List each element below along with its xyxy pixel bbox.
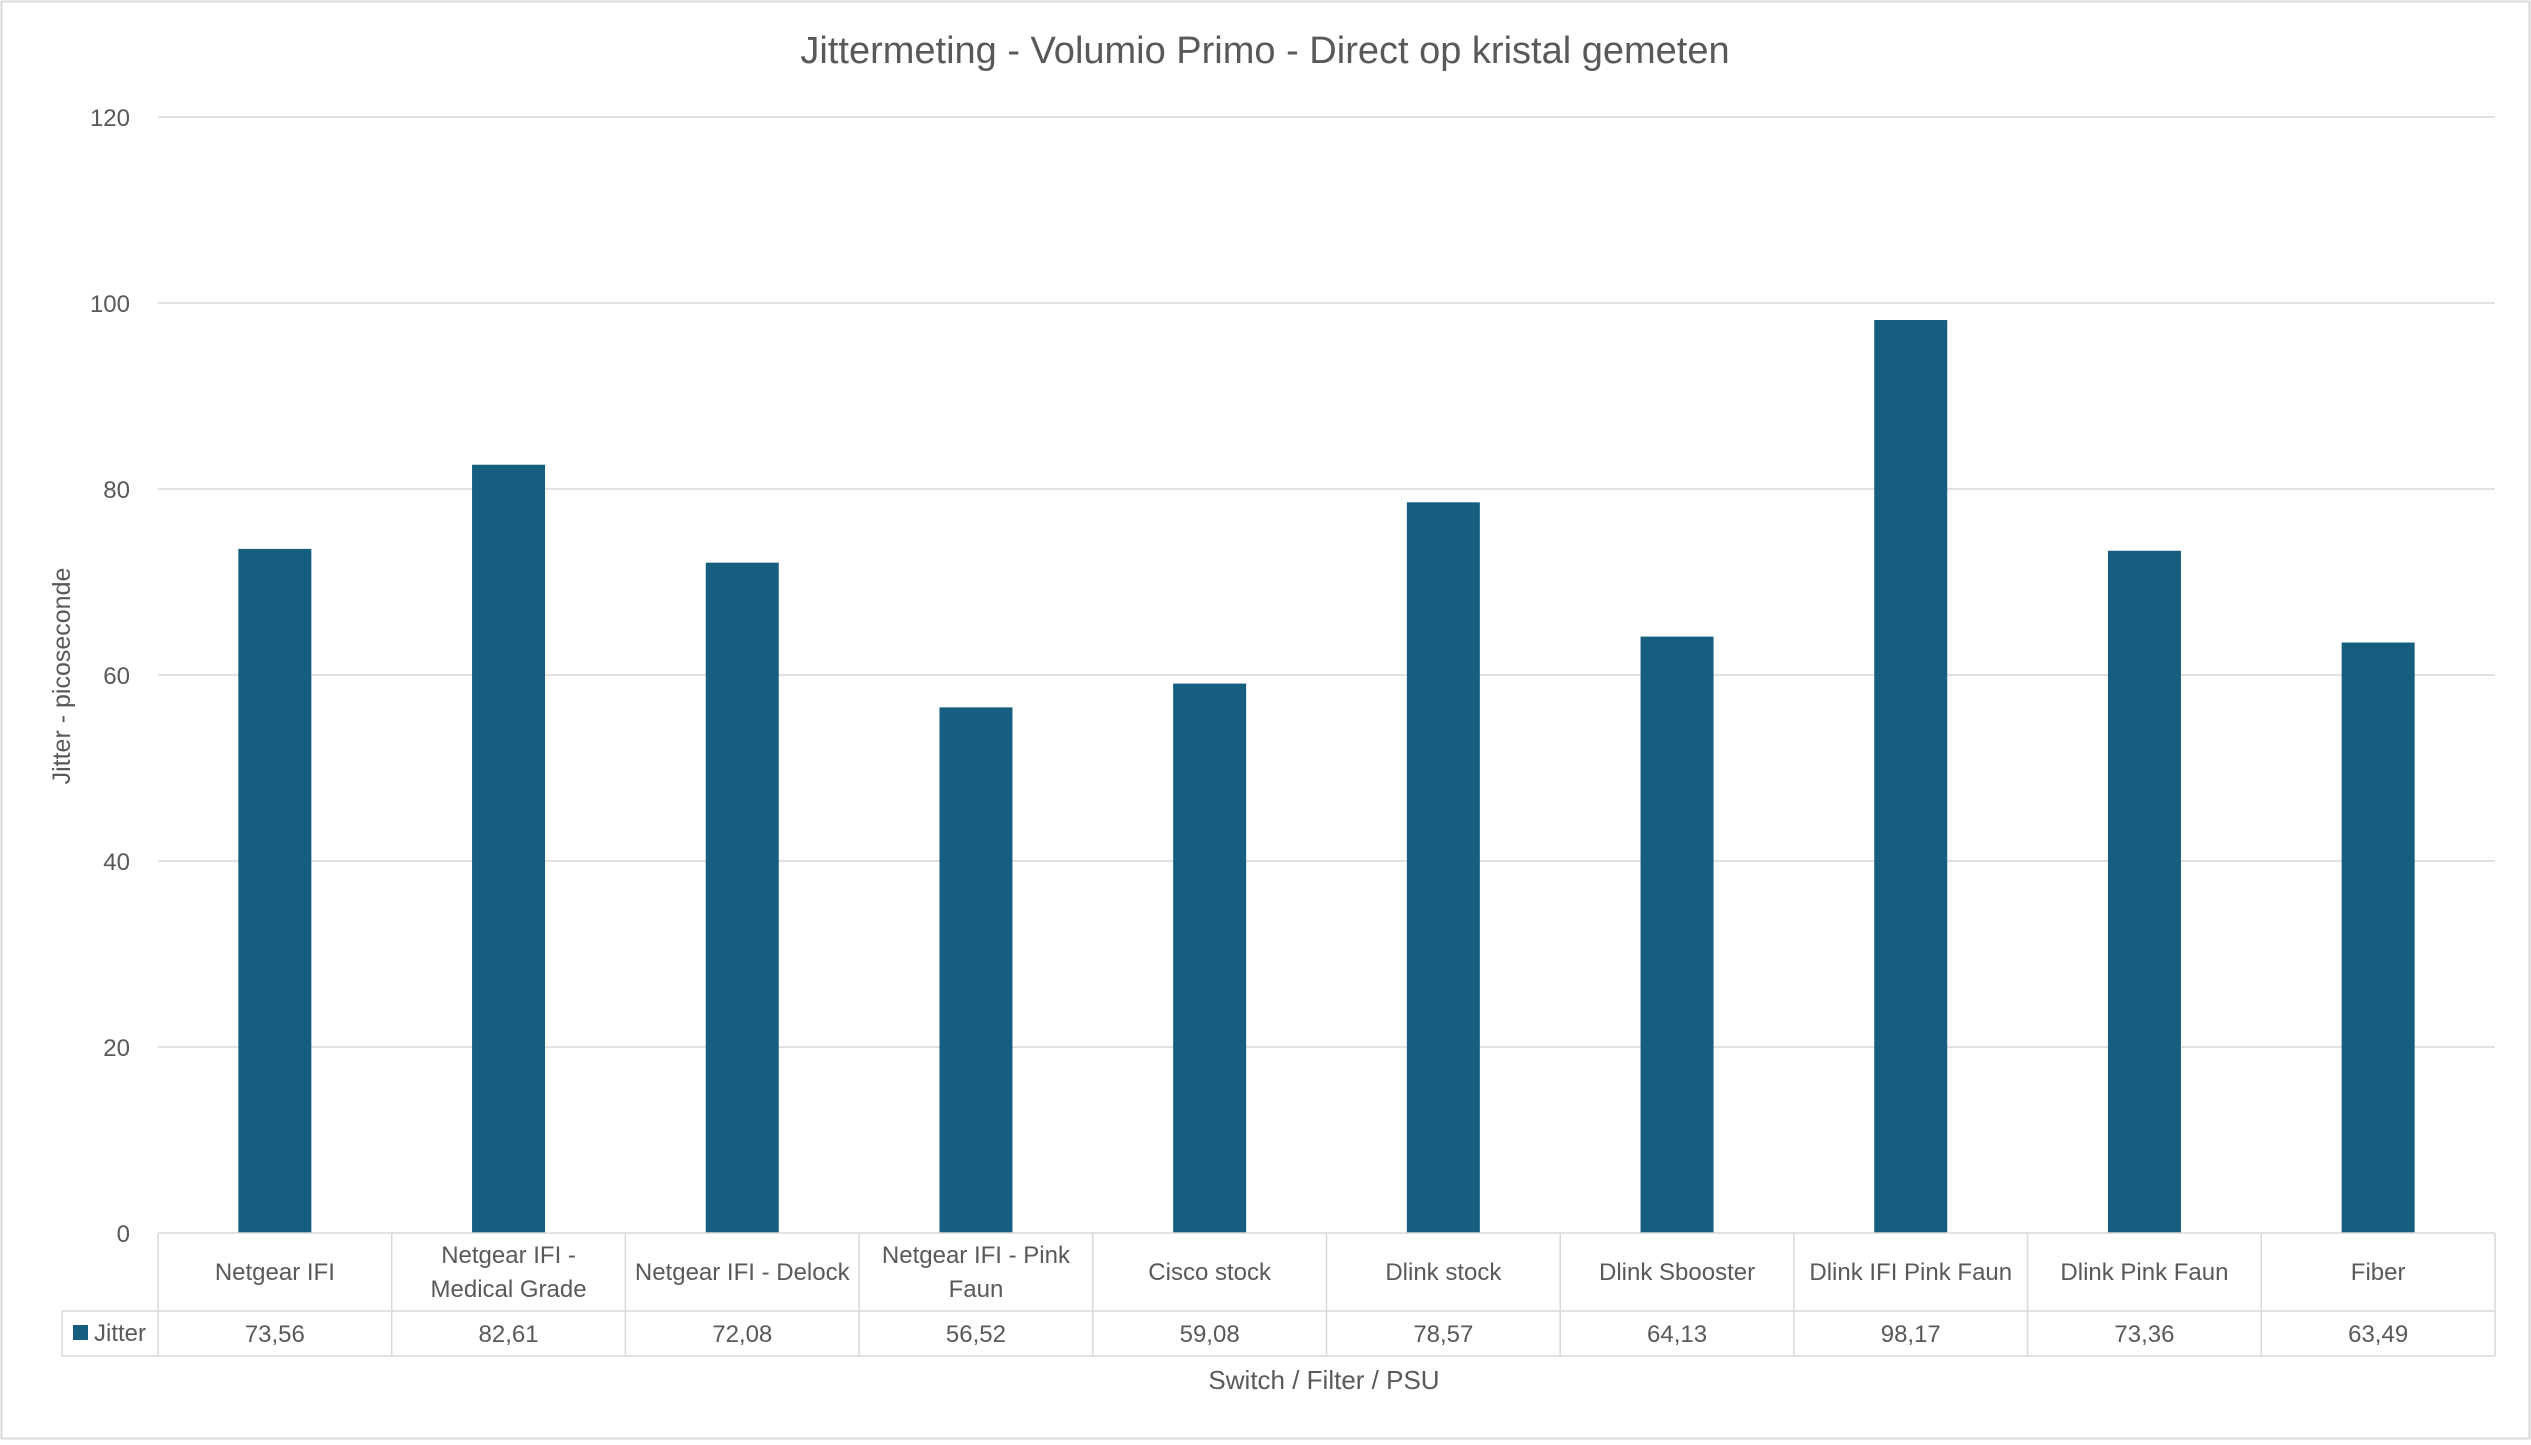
bars: [238, 320, 2415, 1233]
x-tick-label-line: Fiber: [2351, 1259, 2406, 1286]
bar: [2341, 642, 2415, 1233]
data-label: 64,13: [1647, 1321, 1707, 1348]
data-label: 82,61: [479, 1321, 539, 1348]
x-tick-label-line: Dlink stock: [1385, 1259, 1502, 1286]
x-tick-label-line: Netgear IFI - Delock: [635, 1259, 851, 1286]
y-tick-label: 40: [103, 849, 130, 876]
x-tick-label-line: Faun: [949, 1276, 1004, 1303]
bar: [939, 707, 1013, 1233]
x-tick-label: Cisco stock: [1148, 1259, 1272, 1286]
legend-swatch: [73, 1325, 88, 1340]
x-tick-label-line: Dlink Pink Faun: [2060, 1259, 2228, 1286]
x-tick-label-line: Netgear IFI - Pink: [882, 1242, 1071, 1269]
y-axis-label: Jitter - picoseconde: [48, 568, 76, 785]
data-label: 59,08: [1180, 1321, 1240, 1348]
x-tick-label: Dlink Pink Faun: [2060, 1259, 2228, 1286]
data-label: 63,49: [2348, 1321, 2408, 1348]
y-tick-label: 0: [117, 1221, 130, 1248]
bar: [705, 562, 779, 1233]
x-axis-label: Switch / Filter / PSU: [1208, 1365, 1439, 1395]
x-tick-label-line: Netgear IFI: [215, 1259, 335, 1286]
bar: [1406, 502, 1480, 1233]
y-tick-label: 100: [90, 291, 130, 318]
data-label: 73,56: [245, 1321, 305, 1348]
y-tick-label: 80: [103, 477, 130, 504]
data-label: 98,17: [1881, 1321, 1941, 1348]
bar: [238, 548, 312, 1233]
x-tick-label-line: Dlink Sbooster: [1599, 1259, 1755, 1286]
x-tick-label-line: Cisco stock: [1148, 1259, 1272, 1286]
y-tick-label: 20: [103, 1035, 130, 1062]
x-tick-label: Dlink stock: [1385, 1259, 1502, 1286]
y-tick-label: 60: [103, 663, 130, 690]
bar: [2107, 550, 2181, 1233]
y-axis-ticks: 0 20 40 60 80 100 120: [90, 105, 130, 1248]
y-tick-label: 120: [90, 105, 130, 132]
data-label: 73,36: [2114, 1321, 2174, 1348]
x-tick-label: Netgear IFI: [215, 1259, 335, 1286]
data-label: 56,52: [946, 1321, 1006, 1348]
gridlines: [158, 116, 2495, 1048]
x-tick-label: Dlink IFI Pink Faun: [1809, 1259, 2012, 1286]
data-label: 72,08: [712, 1321, 772, 1348]
x-tick-label: Netgear IFI - Delock: [635, 1259, 851, 1286]
legend-label: Jitter: [94, 1320, 146, 1347]
bar: [1874, 320, 1948, 1233]
x-tick-label: Netgear IFI - Pink Faun: [882, 1242, 1071, 1303]
bar: [472, 464, 546, 1233]
bar: [1640, 636, 1714, 1233]
x-tick-label-line: Dlink IFI Pink Faun: [1809, 1259, 2012, 1286]
x-tick-label: Dlink Sbooster: [1599, 1259, 1755, 1286]
bar: [1173, 683, 1247, 1233]
x-tick-label-line: Medical Grade: [431, 1276, 587, 1303]
x-tick-label-line: Netgear IFI -: [441, 1242, 576, 1269]
x-tick-label: Fiber: [2351, 1259, 2406, 1286]
x-tick-label: Netgear IFI - Medical Grade: [431, 1242, 587, 1303]
data-label: 78,57: [1413, 1321, 1473, 1348]
chart-title: Jittermeting - Volumio Primo - Direct op…: [800, 30, 1729, 72]
